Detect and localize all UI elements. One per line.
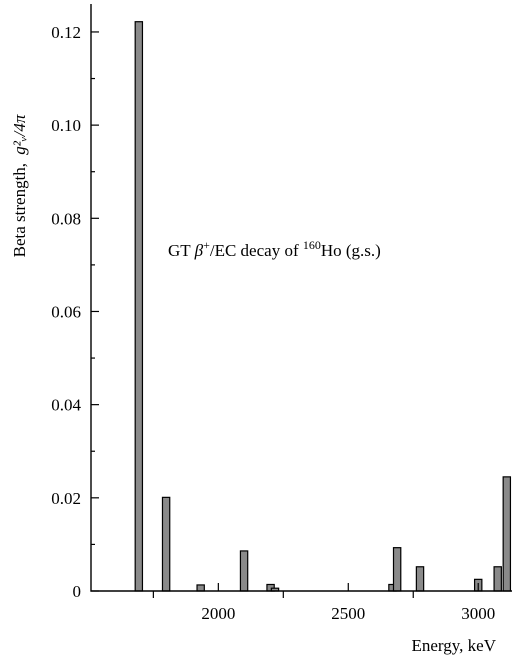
annotation-prefix: GT [168,241,195,260]
bar-3075-kev [493,566,502,592]
ticks-layer: 0 0.02 0.04 0.06 0.08 0.10 0.12 2000 2500 3000 [51,23,495,623]
bar-2688-kev [392,547,402,592]
x-tick-label: 2500 [331,604,365,623]
bar-1799-kev [161,496,171,592]
annotation-mid: /EC decay of [210,241,303,260]
annotation-mass: 160 [303,238,321,252]
x-tick-label: 3000 [461,604,495,623]
axes-layer [90,4,512,592]
decay-annotation: GT β+/EC decay of 160Ho (g.s.) [168,238,381,260]
x-tick-label: 2000 [201,604,235,623]
y-tick-label: 0.10 [51,116,81,135]
y-axis-title-formula: g²ᵥ/4π [10,114,29,155]
y-tick-label: 0.04 [51,396,81,415]
y-tick-label: 0 [73,582,82,601]
y-axis-title: Beta strength, g²ᵥ/4π [10,114,29,257]
annotation-plus: + [203,238,210,252]
bar-1694-kev [134,21,144,592]
y-axis-title-text: Beta strength, [10,163,29,257]
annotation-beta: β [194,241,204,260]
bar-1932-kev [196,584,205,592]
x-axis-title: Energy, keV [411,636,496,655]
bar-2099-kev [239,550,249,592]
annotation-tail: Ho (g.s.) [321,241,381,260]
axis-frame [90,4,512,592]
y-tick-label: 0.12 [51,23,81,42]
y-tick-label: 0.06 [51,302,81,321]
bars-layer [134,21,512,592]
bar-3110-kev [502,476,512,592]
y-tick-label: 0.02 [51,489,81,508]
y-tick-label: 0.08 [51,209,81,228]
bar-2776-kev [415,566,425,592]
